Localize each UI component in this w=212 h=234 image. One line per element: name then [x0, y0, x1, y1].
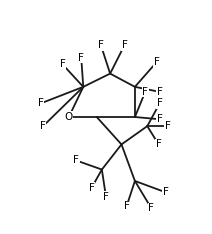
- Text: F: F: [89, 183, 95, 193]
- Text: F: F: [154, 57, 159, 67]
- Text: F: F: [157, 87, 163, 97]
- Text: F: F: [122, 40, 127, 50]
- Text: F: F: [78, 53, 84, 63]
- Text: F: F: [103, 192, 109, 202]
- Text: F: F: [124, 201, 130, 211]
- Text: F: F: [98, 40, 104, 50]
- Text: F: F: [73, 155, 79, 165]
- Text: F: F: [163, 187, 169, 197]
- Text: F: F: [40, 121, 46, 131]
- Text: F: F: [165, 121, 171, 131]
- Text: F: F: [148, 203, 154, 213]
- Text: F: F: [60, 59, 66, 69]
- Text: O: O: [65, 112, 73, 122]
- Text: F: F: [38, 98, 44, 108]
- Text: F: F: [157, 98, 163, 108]
- Text: F: F: [156, 139, 162, 150]
- Text: F: F: [157, 114, 163, 124]
- Text: F: F: [142, 87, 148, 97]
